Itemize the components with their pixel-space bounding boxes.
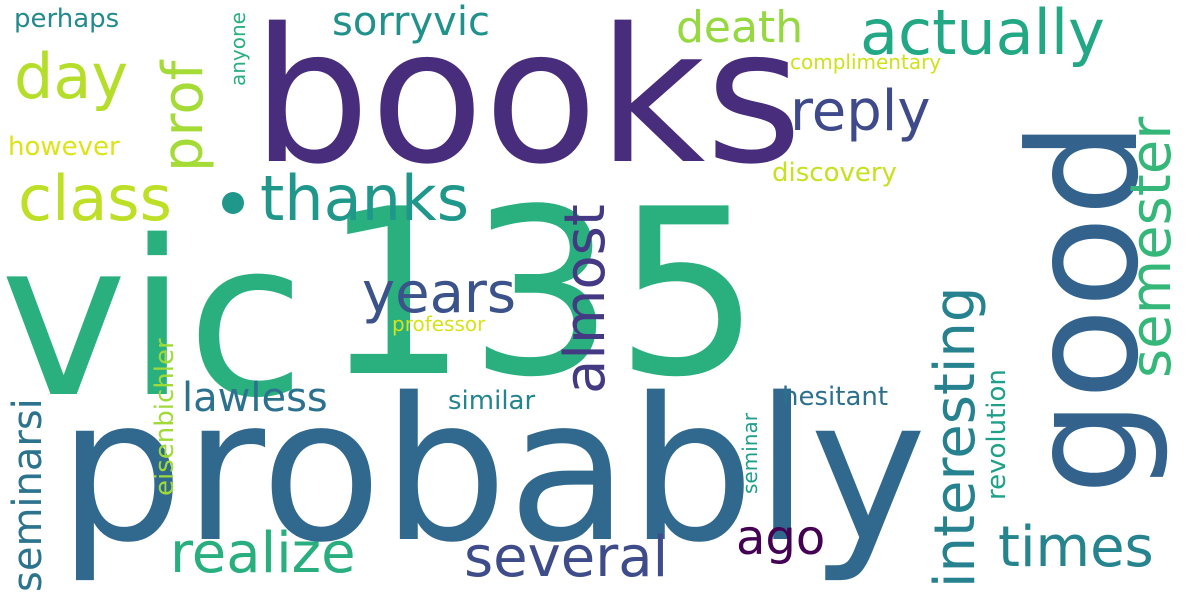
word-hesitant: hesitant [782, 382, 889, 412]
word-death: death [676, 2, 804, 53]
word-revolution: revolution [982, 369, 1012, 500]
word-complimentary: complimentary [790, 50, 942, 74]
word-perhaps: perhaps [14, 4, 120, 34]
word-seminar: seminar [738, 413, 762, 494]
word-books: books [252, 0, 803, 205]
word-ago: ago [736, 510, 826, 566]
word-sorryvic: sorryvic [332, 0, 490, 45]
word-years: years [362, 261, 517, 326]
word-lawless: lawless [182, 375, 328, 421]
word-eisenbichler: eisenbichler [150, 338, 180, 496]
word-similar: similar [448, 386, 536, 416]
word-almost: almost [553, 204, 618, 394]
word-times: times [998, 515, 1154, 580]
word-vic: vic [0, 194, 306, 445]
word-realize: realize [170, 521, 356, 586]
word-anyone: anyone [226, 12, 250, 86]
word-135: 135 [322, 161, 761, 428]
word-probably: probably [58, 355, 927, 586]
word-seminarsi: seminarsi [5, 398, 51, 592]
word-several: several [464, 525, 669, 590]
word-thanks: thanks [260, 162, 470, 235]
word-interesting: interesting [923, 286, 988, 588]
word-semester: semester [1119, 116, 1184, 378]
word-day: day [14, 40, 129, 113]
word-discovery: discovery [772, 158, 897, 188]
word-however: however [8, 132, 120, 162]
word-actually: actually [860, 0, 1105, 69]
word-class: class [18, 162, 172, 235]
dot-mark [222, 192, 244, 214]
word-professor: professor [392, 312, 486, 336]
word-prof: prof [151, 60, 216, 172]
word-reply: reply [790, 79, 931, 144]
